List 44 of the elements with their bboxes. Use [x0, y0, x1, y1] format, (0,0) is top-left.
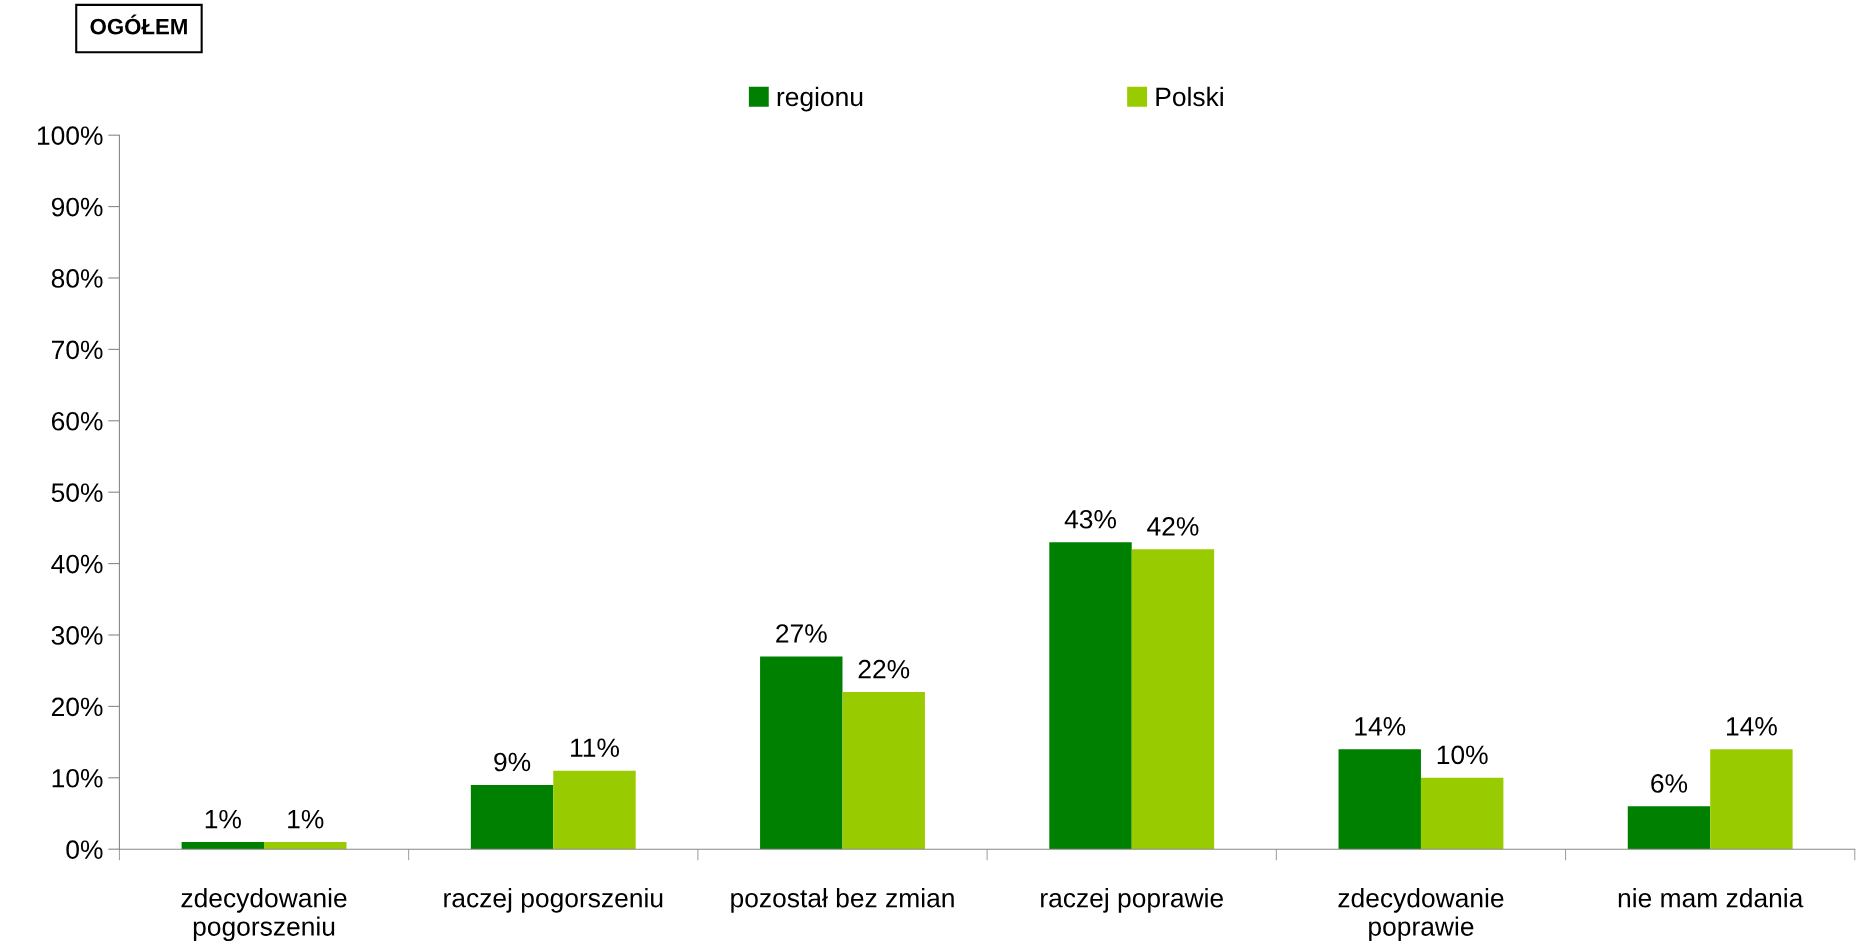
data-label: 1%	[205, 809, 241, 829]
x-tick-label: zdecydowanie poprawie	[1338, 888, 1504, 942]
bar	[1049, 542, 1132, 850]
x-tick-label: nie mam zdania	[1618, 888, 1804, 908]
y-tick-label: 70%	[51, 340, 103, 360]
legend-label: regionu	[777, 86, 863, 112]
data-label: 27%	[776, 624, 827, 643]
bar	[264, 842, 347, 850]
y-tick-label: 60%	[51, 411, 103, 431]
bar	[842, 692, 925, 850]
y-tick-label: 100%	[37, 126, 103, 146]
data-label: 42%	[1147, 517, 1199, 536]
data-label: 11%	[571, 738, 619, 757]
data-label: 14%	[1727, 717, 1777, 736]
chart-title: OGÓŁEM	[90, 14, 187, 35]
bar	[1710, 749, 1793, 850]
bar	[553, 770, 636, 850]
data-label: 14%	[1355, 717, 1406, 736]
bar	[1420, 777, 1504, 850]
data-label: 22%	[858, 659, 910, 679]
legend-label: Polski	[1156, 86, 1223, 107]
data-label: 10%	[1437, 745, 1488, 765]
data-label: 6%	[1651, 774, 1688, 793]
x-tick-label: raczej pogorszeniu	[444, 888, 663, 913]
y-tick-label: 30%	[51, 626, 103, 645]
data-label: 1%	[288, 809, 324, 829]
y-tick-label: 90%	[51, 197, 103, 217]
y-tick-label: 20%	[51, 697, 103, 717]
y-tick-label: 50%	[51, 483, 103, 503]
x-tick-label: pozostał bez zmian	[731, 888, 954, 913]
x-tick-label: raczej poprawie	[1041, 888, 1223, 913]
data-label: 9%	[494, 752, 531, 772]
y-tick-label: 80%	[51, 269, 103, 288]
bar	[1131, 549, 1215, 850]
bar	[1338, 749, 1421, 850]
bar	[470, 784, 554, 850]
bar	[181, 842, 265, 850]
y-tick-label: 0%	[66, 840, 103, 860]
data-label: 43%	[1064, 509, 1116, 529]
bar	[760, 656, 843, 850]
y-tick-label: 10%	[52, 768, 103, 788]
y-tick-label: 40%	[51, 554, 103, 574]
x-tick-label: zdecydowanie pogorszeniu	[181, 888, 347, 942]
bar	[1627, 806, 1711, 850]
